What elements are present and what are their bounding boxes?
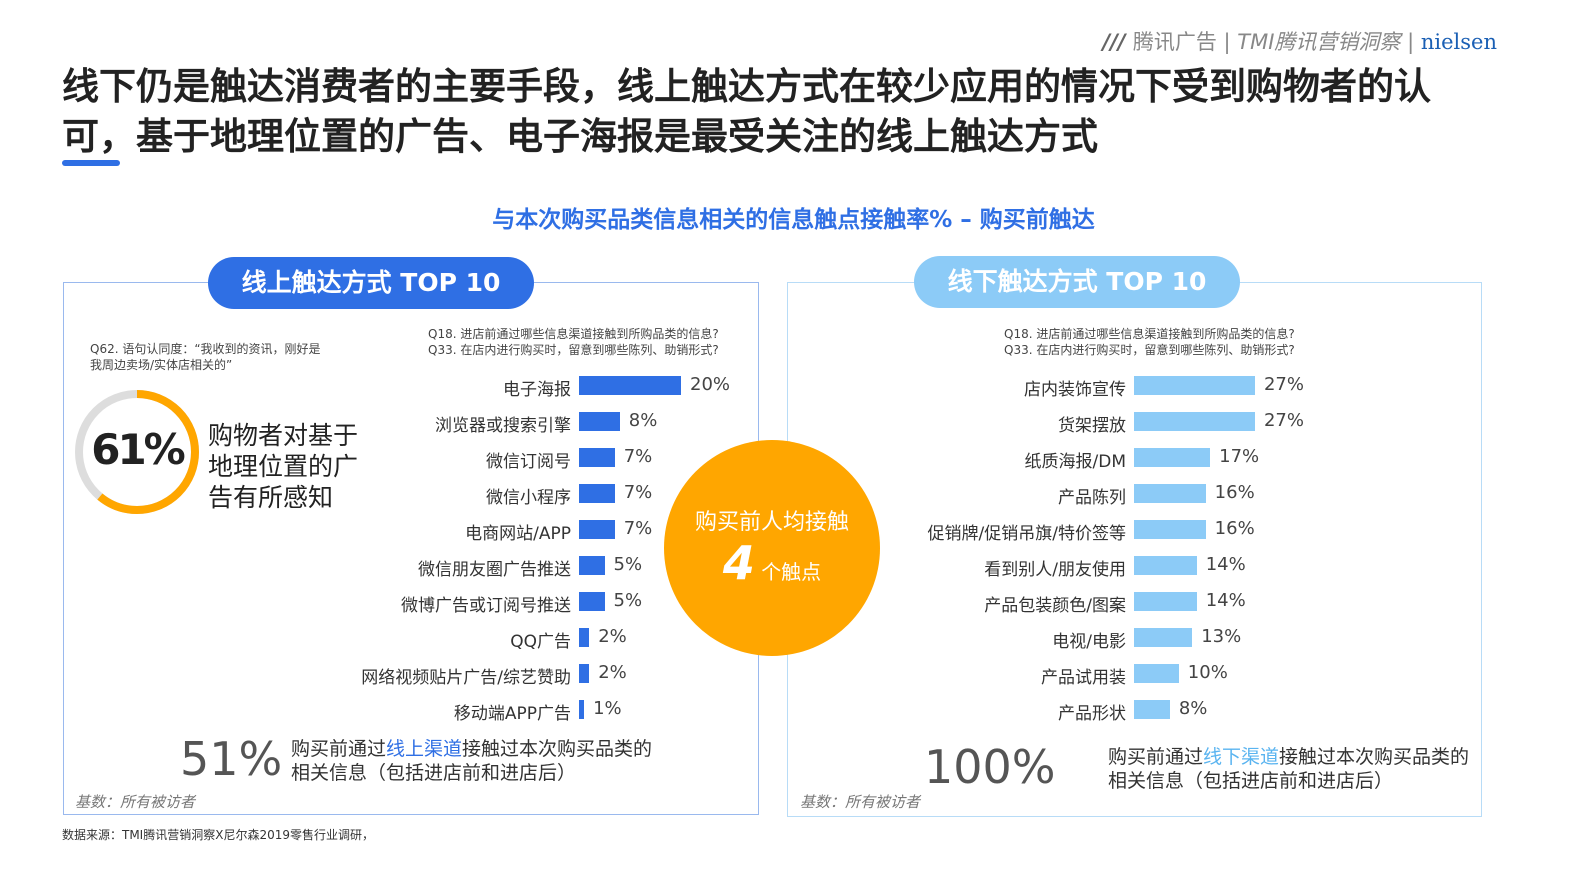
right-bar-value: 14% xyxy=(1205,590,1246,611)
right-bar-label: 促销牌/促销吊旗/特价签等 xyxy=(927,524,1126,544)
offline-panel xyxy=(787,282,1482,817)
left-bar-label: 电子海报 xyxy=(503,380,571,400)
footnote: 数据来源：TMI腾讯营销洞察X尼尔森2019零售行业调研， xyxy=(62,828,374,842)
left-bar xyxy=(579,556,605,575)
right-bar xyxy=(1134,376,1255,395)
left-bar xyxy=(579,448,615,467)
right-bar xyxy=(1134,700,1170,719)
left-bar-value: 8% xyxy=(628,410,658,431)
left-bar-label: 微信小程序 xyxy=(486,488,571,508)
left-bar-value: 5% xyxy=(613,554,643,575)
left-bar xyxy=(579,628,590,647)
right-question-notes: Q18. 进店前通过哪些信息渠道接触到所购品类的信息? Q33. 在店内进行购买时… xyxy=(1004,327,1295,357)
left-question-notes: Q18. 进店前通过哪些信息渠道接触到所购品类的信息? Q33. 在店内进行购买时… xyxy=(428,327,719,357)
tencent-ads-logo: 腾讯广告 xyxy=(1132,30,1217,54)
ring-value: 61% xyxy=(91,425,186,474)
nielsen-logo: nielsen xyxy=(1420,30,1497,54)
left-bar-label: 微信订阅号 xyxy=(486,452,571,472)
online-desc: 购买前通过线上渠道接触过本次购买品类的相关信息（包括进店前和进店后） xyxy=(291,738,653,784)
title-underline xyxy=(62,160,120,166)
left-bar-label: QQ广告 xyxy=(510,632,571,652)
right-bar-value: 16% xyxy=(1214,482,1255,503)
left-bar xyxy=(579,376,681,395)
right-bar-label: 电视/电影 xyxy=(1052,632,1126,652)
right-bar xyxy=(1134,556,1197,575)
q62-note: Q62. 语句认同度：“我收到的资讯，刚好是我周边卖场/实体店相关的” xyxy=(90,342,321,372)
offline-base: 基数：所有被访者 xyxy=(800,793,921,811)
ring-text: 购物者对基于地理位置的广告有所感知 xyxy=(208,421,359,512)
right-bar-value: 17% xyxy=(1219,446,1260,467)
right-bar-label: 货架摆放 xyxy=(1058,416,1126,436)
right-bar-value: 27% xyxy=(1263,410,1304,431)
left-bar-label: 浏览器或搜索引擎 xyxy=(435,416,571,436)
right-bar xyxy=(1134,412,1255,431)
avg-number: 4 xyxy=(722,536,755,590)
right-bar-label: 产品陈列 xyxy=(1058,488,1126,508)
offline-desc: 购买前通过线下渠道接触过本次购买品类的相关信息（包括进店前和进店后） xyxy=(1108,746,1470,792)
right-bar-value: 16% xyxy=(1214,518,1255,539)
left-bar xyxy=(579,664,590,683)
right-bar-value: 14% xyxy=(1205,554,1246,575)
offline-total: 100% xyxy=(924,740,1056,794)
right-bar xyxy=(1134,664,1179,683)
right-bar-value: 13% xyxy=(1201,626,1242,647)
right-bar-label: 看到别人/朋友使用 xyxy=(984,560,1126,580)
left-bar-value: 5% xyxy=(613,590,643,611)
left-bar-label: 网络视频贴片广告/综艺赞助 xyxy=(361,668,571,688)
online-base: 基数：所有被访者 xyxy=(75,793,196,811)
tmi-logo: TMI腾讯营销洞察 xyxy=(1237,30,1401,54)
chart-subtitle: 与本次购买品类信息相关的信息触点接触率% – 购买前触达 xyxy=(492,207,1095,233)
right-bar xyxy=(1134,448,1211,467)
left-bar-label: 电商网站/APP xyxy=(465,524,571,544)
left-bar xyxy=(579,592,605,611)
right-bar-value: 8% xyxy=(1178,698,1208,719)
left-bar xyxy=(579,700,585,719)
right-bar-label: 产品形状 xyxy=(1058,704,1126,724)
left-bar-label: 微信朋友圈广告推送 xyxy=(418,560,571,580)
left-bar-value: 7% xyxy=(623,518,653,539)
left-bar-value: 2% xyxy=(598,662,627,683)
right-bar-label: 店内装饰宣传 xyxy=(1024,380,1126,400)
offline-pill: 线下触达方式 TOP 10 xyxy=(914,256,1240,308)
geo-ad-ring xyxy=(75,390,199,514)
right-bar xyxy=(1134,520,1206,539)
right-bar-label: 纸质海报/DM xyxy=(1024,452,1127,472)
left-bar-value: 2% xyxy=(598,626,627,647)
left-bar-value: 1% xyxy=(593,698,622,719)
left-bar-value: 20% xyxy=(690,374,731,395)
left-bar-label: 移动端APP广告 xyxy=(453,704,571,724)
online-total: 51% xyxy=(180,732,283,786)
right-bar xyxy=(1134,628,1193,647)
left-bar-value: 7% xyxy=(623,446,653,467)
avg-touchpoints-circle: 购买前人均接触 4 个触点 xyxy=(664,440,880,656)
ring-fill xyxy=(75,390,199,514)
brand-logos: /// 腾讯广告 | TMI腾讯营销洞察 | nielsen xyxy=(1102,30,1497,54)
online-pill: 线上触达方式 TOP 10 xyxy=(208,257,534,309)
left-bar xyxy=(579,520,615,539)
right-bar-label: 产品包装颜色/图案 xyxy=(984,596,1126,616)
avg-line2: 个触点 xyxy=(761,560,822,584)
right-bar xyxy=(1134,592,1197,611)
right-bar-value: 10% xyxy=(1187,662,1228,683)
avg-line1: 购买前人均接触 xyxy=(694,510,849,535)
left-bar xyxy=(579,484,615,503)
right-bar xyxy=(1134,484,1206,503)
page-title: 线下仍是触达消费者的主要手段，线上触达方式在较少应用的情况下受到购物者的认可，基… xyxy=(62,65,1431,158)
left-bar-value: 7% xyxy=(623,482,653,503)
right-bar-label: 产品试用装 xyxy=(1041,668,1126,688)
right-bar-value: 27% xyxy=(1263,374,1304,395)
left-bar-label: 微博广告或订阅号推送 xyxy=(401,596,571,616)
left-bar xyxy=(579,412,620,431)
